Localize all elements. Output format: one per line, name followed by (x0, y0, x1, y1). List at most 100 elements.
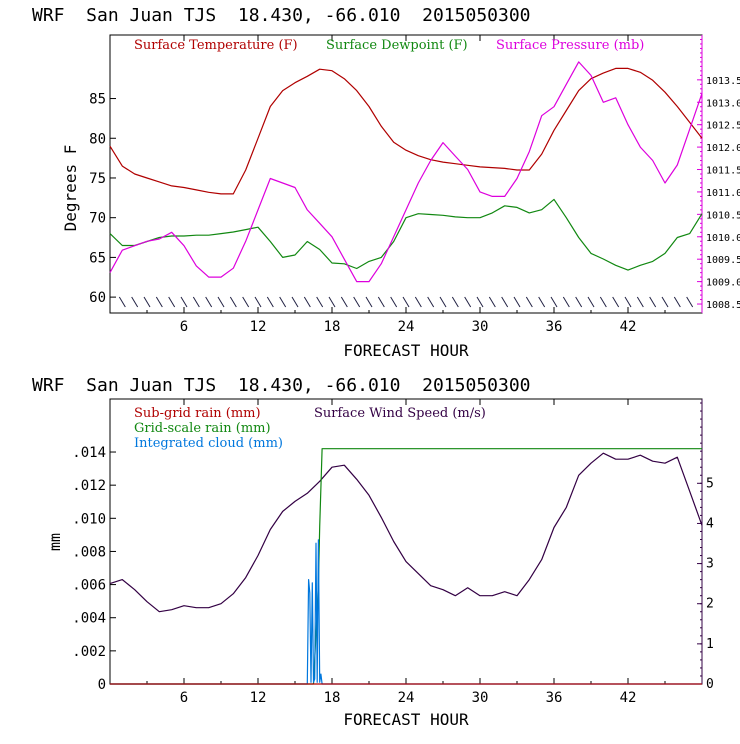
panel2-xtick-label-18: 18 (324, 690, 341, 706)
wind-barb (180, 296, 188, 308)
panel1-ticks: 6 12 18 24 30 36 42 60 65 70 75 80 85 1008.5 1009.0 100… (89, 35, 740, 335)
panel1-ytick-right-label-1009-0: 1009.0 (706, 278, 740, 289)
wind-barb (649, 296, 657, 308)
wind-barb (254, 296, 262, 308)
panel1-xtick-label-24: 24 (398, 319, 415, 335)
panel2-ytick-left-label-006: .006 (72, 578, 106, 594)
wind-barb (612, 296, 620, 308)
panel1-ytick-right-label-1011-0: 1011.0 (706, 188, 740, 199)
panel1-ytick-left-label-60: 60 (89, 290, 106, 306)
wind-barb (155, 296, 163, 308)
panel2-series-integrated-cloud-mm (110, 539, 702, 685)
wind-barb (131, 296, 139, 308)
panel2-legend-subgrid: Sub-grid rain (mm) (134, 406, 261, 421)
panel1-ytick-left-label-70: 70 (89, 211, 106, 227)
panel2-ytick-right-label-2: 2 (706, 597, 714, 612)
panel1-series (109, 61, 703, 283)
panel2-series-grid-scale-rain-mm (110, 448, 702, 685)
panel1-title: WRF San Juan TJS 18.430, -66.010 2015050… (32, 5, 531, 26)
wind-barb (439, 296, 447, 308)
panel1-xtick-label-18: 18 (324, 319, 341, 335)
panel2-ylabel: mm (46, 533, 64, 551)
panel1-ytick-left-label-65: 65 (89, 250, 106, 266)
panel2-xlabel: FORECAST HOUR (343, 710, 469, 729)
wind-barb (624, 296, 632, 308)
wind-barb (501, 296, 509, 308)
wind-barb (575, 296, 583, 308)
panel2-xtick-label-24: 24 (398, 690, 415, 706)
wind-barb (365, 296, 373, 308)
wind-barb (686, 296, 694, 308)
wind-barb (377, 296, 385, 308)
wind-barb (353, 296, 361, 308)
panel1-xtick-label-36: 36 (546, 319, 563, 335)
panel2-ticks: 6 12 18 24 30 36 420.002.004.006.008.010.012.0… (72, 399, 714, 706)
panel2-ytick-right-label-5: 5 (706, 476, 714, 491)
panel2-legend-wind: Surface Wind Speed (m/s) (314, 406, 486, 421)
wind-barb (562, 296, 570, 308)
panel1-ytick-right-label-1012-5: 1012.5 (706, 121, 740, 132)
panel1-xlabel: FORECAST HOUR (343, 341, 469, 360)
panel1-series-surface-temperature-f (109, 67, 703, 195)
wind-barb (279, 296, 287, 308)
wind-barb (414, 296, 422, 308)
panel1-ytick-right-label-1010-0: 1010.0 (706, 233, 740, 244)
panel2-legend-gridscale: Grid-scale rain (mm) (134, 421, 271, 436)
panel1-xtick-label-12: 12 (250, 319, 267, 335)
panel2-ytick-left-label-008: .008 (72, 544, 106, 560)
wind-barb (168, 296, 176, 308)
wind-barb (488, 296, 496, 308)
panel2-ytick-left-label-002: .002 (72, 644, 106, 660)
wind-barb (303, 296, 311, 308)
panel2-series (109, 448, 703, 685)
wind-barb (192, 296, 200, 308)
wind-barb (538, 296, 546, 308)
wind-barb (513, 296, 521, 308)
wind-barb (316, 296, 324, 308)
panel1-legend-temp: Surface Temperature (F) (134, 38, 298, 53)
panel2-xtick-label-30: 30 (472, 690, 489, 706)
panel1-xtick-label-30: 30 (472, 319, 489, 335)
wind-barb (661, 296, 669, 308)
panel2-ytick-left-label-012: .012 (72, 478, 106, 494)
wind-barb (340, 296, 348, 308)
panel1-ytick-right-label-1010-5: 1010.5 (706, 210, 740, 221)
panel1-ytick-left-label-85: 85 (89, 92, 106, 108)
panel2-title: WRF San Juan TJS 18.430, -66.010 2015050… (32, 375, 531, 396)
panel1-ytick-left-label-80: 80 (89, 131, 106, 147)
wind-barb (673, 296, 681, 308)
panel2-xtick-label-42: 42 (620, 690, 637, 706)
panel1-legend-dew: Surface Dewpoint (F) (326, 38, 468, 53)
panel2-ytick-right-label-1: 1 (706, 637, 714, 652)
panel2-ytick-left-label-004: .004 (72, 611, 106, 627)
wind-barb (217, 296, 225, 308)
panel1-ytick-right-label-1011-5: 1011.5 (706, 166, 740, 177)
panel2-ytick-right-label-3: 3 (706, 557, 714, 572)
wind-barb (118, 296, 126, 308)
wind-barb (205, 296, 213, 308)
wind-barb (291, 296, 299, 308)
wind-barb (599, 296, 607, 308)
panel1-legend-pres: Surface Pressure (mb) (496, 38, 644, 53)
wind-barb (402, 296, 410, 308)
panel1-series-surface-pressure-mb (109, 61, 703, 283)
panel1-ytick-left-label-75: 75 (89, 171, 106, 187)
panel2-ytick-right-label-0: 0 (706, 677, 714, 692)
wind-barb (242, 296, 250, 308)
panel1-ytick-right-label-1013-0: 1013.0 (706, 98, 740, 109)
panel1-ytick-right-label-1008-5: 1008.5 (706, 300, 740, 311)
panel1-wind-barbs (118, 296, 694, 308)
panel1-xtick-label-6: 6 (180, 319, 188, 335)
panel2-xtick-label-12: 12 (250, 690, 267, 706)
panel2-legend-cloud: Integrated cloud (mm) (134, 436, 283, 451)
panel2-ytick-left-label-014: .014 (72, 445, 106, 461)
wind-barb (427, 296, 435, 308)
panel2-ytick-right-label-4: 4 (706, 516, 714, 531)
panel1-xtick-label-42: 42 (620, 319, 637, 335)
wind-barb (451, 296, 459, 308)
wind-barb (229, 296, 237, 308)
wind-barb (636, 296, 644, 308)
panel1-series-surface-dewpoint-f (109, 198, 703, 271)
panel1-ytick-right-label-1012-0: 1012.0 (706, 143, 740, 154)
